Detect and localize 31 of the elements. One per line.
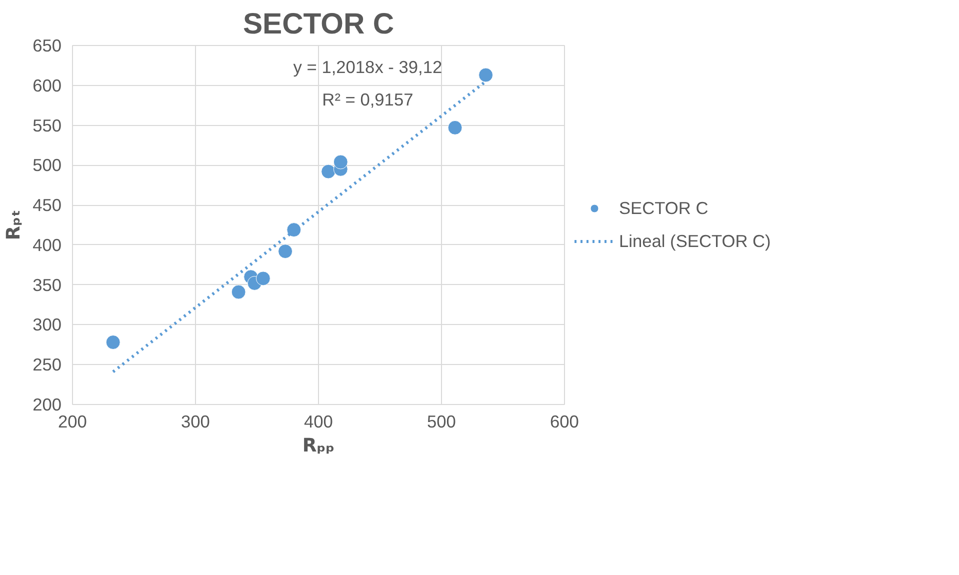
- point: [286, 222, 302, 238]
- x-axis-title: Rₚₚ: [302, 436, 335, 456]
- legend-label: Lineal (SECTOR C): [619, 230, 771, 252]
- x-tick-label: 300: [181, 412, 210, 432]
- point: [278, 244, 293, 259]
- y-tick-label: 600: [32, 75, 62, 96]
- y-tick-label: 650: [32, 36, 62, 56]
- y-tick-label: 450: [32, 195, 62, 216]
- y-axis-title: Rₚₜ: [4, 210, 25, 240]
- legend-label: SECTOR C: [619, 198, 708, 218]
- point: [321, 164, 336, 179]
- y-tick-label: 200: [32, 394, 62, 414]
- annotation: R² = 0,9157: [322, 89, 414, 110]
- point: [256, 271, 270, 286]
- y-tick-label: 400: [32, 234, 62, 255]
- y-tick-label: 500: [32, 155, 62, 176]
- annotation: y = 1,2018x - 39,12: [293, 57, 442, 78]
- x-tick-label: 400: [304, 412, 333, 432]
- point: [106, 335, 120, 350]
- y-tick-label: 250: [32, 354, 62, 375]
- y-tick-label: 350: [32, 274, 62, 295]
- point: [478, 68, 494, 82]
- chart-title: SECTOR C: [242, 8, 394, 40]
- x-tick-label: 600: [550, 412, 579, 432]
- x-tick-label: 500: [427, 412, 456, 432]
- point: [231, 284, 246, 300]
- point: [448, 120, 462, 135]
- y-tick-label: 550: [32, 115, 62, 136]
- x-tick-label: 200: [58, 412, 87, 432]
- point: [333, 154, 348, 170]
- y-tick-label: 300: [32, 314, 62, 335]
